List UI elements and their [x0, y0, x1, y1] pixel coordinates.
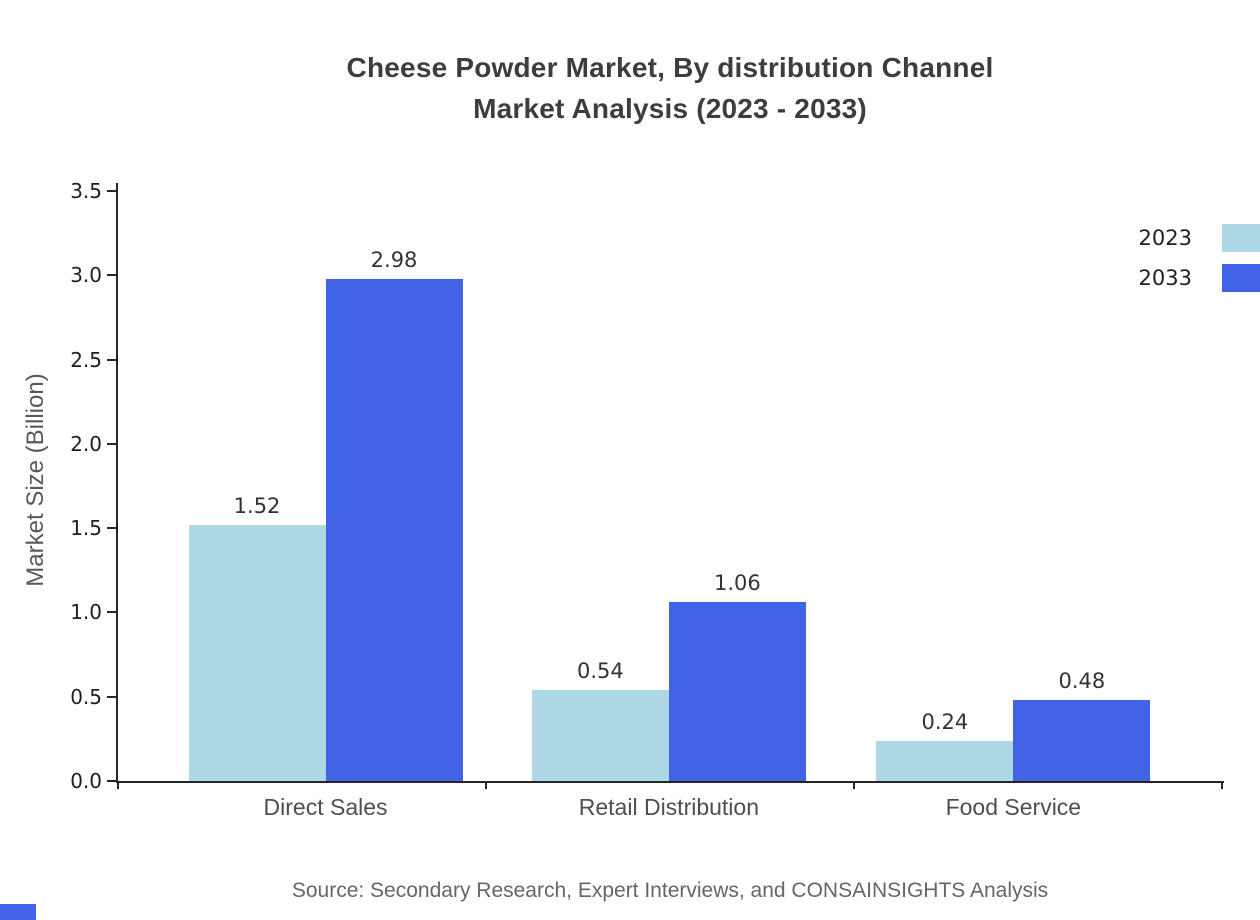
y-axis-tick-label: 3.5	[70, 179, 102, 203]
bar-series-2033	[1013, 700, 1151, 781]
category-label: Retail Distribution	[578, 794, 760, 820]
bar-value-label: 0.48	[1058, 669, 1106, 694]
y-tick-mark	[107, 611, 116, 614]
bar-value-label: 1.52	[233, 493, 281, 518]
plot-area: 0.0 0.5 1.0 1.5 2.0 2.5 3.0 3.5 1.52 2.98 Direct S…	[70, 179, 1223, 820]
y-axis-tick-label: 1.5	[70, 516, 102, 541]
bar-column: 1.52	[188, 191, 326, 781]
bar-column: 2.98	[325, 191, 463, 781]
y-tick-mark	[107, 190, 116, 192]
corner-accent-bar	[0, 904, 36, 920]
x-tick-mark	[853, 781, 855, 789]
legend-label: 2023	[1138, 226, 1192, 250]
bar-group: 0.54 1.06	[531, 191, 806, 781]
bar-column: 0.24	[876, 191, 1014, 781]
bar-series-2033	[325, 278, 463, 781]
y-axis-tick-label: 0.5	[70, 684, 102, 709]
chart-title-line-2: Market Analysis (2023 - 2033)	[473, 93, 867, 124]
bar-value-label: 2.98	[370, 247, 418, 272]
y-tick-mark	[107, 527, 116, 530]
y-axis-tick-label: 3.0	[70, 263, 102, 288]
y-axis-spine	[116, 183, 118, 783]
y-tick-mark	[107, 442, 116, 445]
bar-value-label: 0.24	[921, 709, 969, 734]
x-tick-mark	[484, 781, 487, 789]
bar-series-2023	[188, 524, 326, 781]
bar-group: 0.24 0.48	[876, 191, 1151, 781]
x-tick-mark	[117, 781, 119, 789]
bar-column: 1.06	[668, 191, 806, 781]
legend-label: 2033	[1138, 266, 1192, 290]
bar-value-label: 1.06	[714, 571, 761, 596]
bar-column: 0.48	[1013, 191, 1151, 781]
bar-column: 0.54	[531, 191, 669, 781]
y-tick-mark	[107, 358, 116, 361]
legend-item: 2023	[1139, 218, 1260, 258]
bar-series-2023	[876, 740, 1014, 781]
x-axis-spine	[116, 781, 1224, 783]
x-tick-mark	[1221, 781, 1223, 789]
y-axis-tick-label: 1.0	[70, 600, 102, 625]
bar-value-label: 0.54	[577, 658, 624, 683]
y-axis-tick-label: 2.5	[70, 347, 102, 372]
y-tick-mark	[107, 780, 116, 782]
y-tick-mark	[107, 274, 116, 277]
legend-swatch	[1222, 224, 1260, 252]
category-label: Direct Sales	[263, 794, 388, 820]
chart-title-line-1: Cheese Powder Market, By distribution Ch…	[346, 52, 994, 83]
legend-item: 2033	[1139, 258, 1260, 298]
source-text: Source: Secondary Research, Expert Inter…	[291, 879, 1049, 902]
category-label: Food Service	[945, 794, 1082, 820]
y-axis-tick-label: 2.0	[70, 431, 102, 456]
y-tick-mark	[107, 695, 116, 698]
legend-swatch	[1222, 264, 1260, 292]
bar-group: 1.52 2.98	[188, 191, 463, 781]
bar-series-2033	[668, 602, 806, 781]
legend: 2023 2033	[1139, 218, 1260, 298]
y-axis-title: Market Size (Billion)	[22, 373, 49, 587]
bar-series-2023	[531, 689, 669, 781]
y-axis-tick-label: 0.0	[70, 769, 102, 793]
